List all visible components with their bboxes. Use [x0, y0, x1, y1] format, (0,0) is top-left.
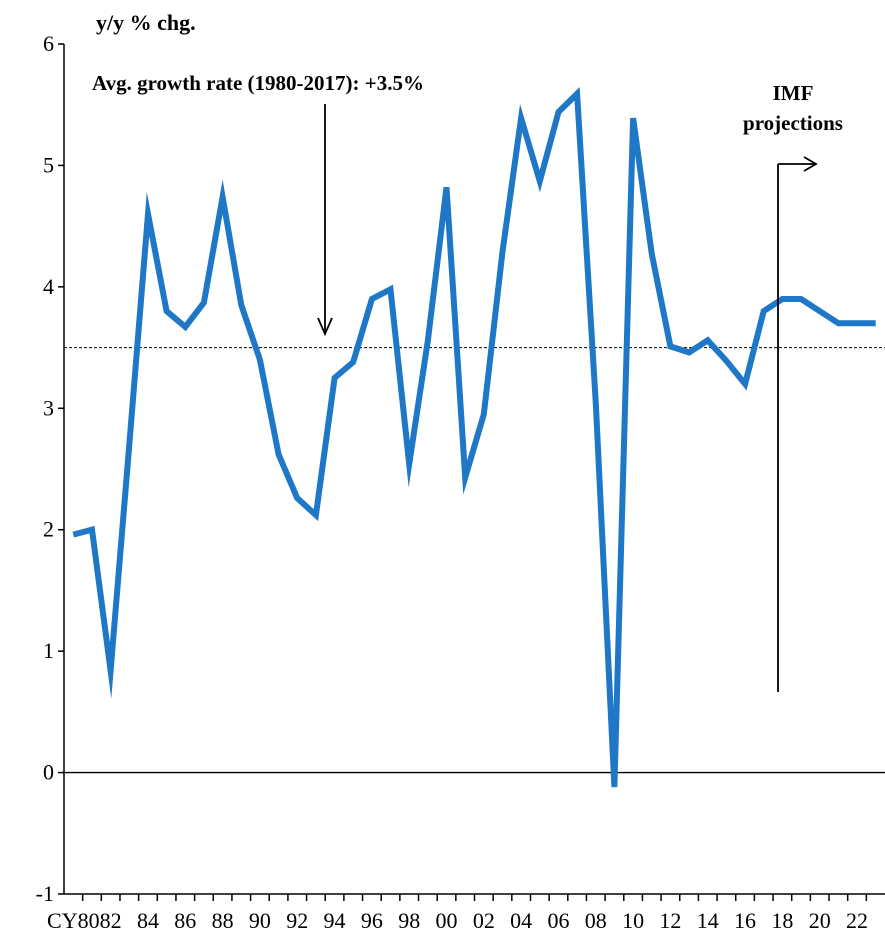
x-tick-label: 06 — [547, 908, 569, 933]
x-tick-label: 16 — [734, 908, 756, 933]
x-tick-label: 00 — [436, 908, 458, 933]
y-tick-label: -1 — [36, 881, 54, 906]
series-group — [72, 87, 876, 788]
x-tick-label: 94 — [324, 908, 346, 933]
x-tick-label: 02 — [473, 908, 495, 933]
x-tick-label: 12 — [659, 908, 681, 933]
imf-arrow-head — [803, 156, 818, 172]
imf-annotation-subtitle: projections — [743, 111, 843, 135]
y-axis-label: y/y % chg. — [96, 10, 196, 35]
x-tick-labels: CY80 82 84 86 88 90 92 94 96 98 00 02 04 06 08 10 12 14 16… — [47, 908, 868, 933]
growth-series-line — [72, 87, 876, 788]
x-tick-label: 22 — [846, 908, 868, 933]
x-tick-label: 10 — [622, 908, 644, 933]
y-tick-label: 6 — [43, 31, 54, 56]
x-tick-label: 92 — [286, 908, 308, 933]
imf-annotation-title: IMF — [773, 81, 814, 105]
x-tick-label: 82 — [100, 908, 122, 933]
x-tick-label: 88 — [212, 908, 234, 933]
x-tick-label: 96 — [361, 908, 383, 933]
x-tick-label: 84 — [137, 908, 159, 933]
x-tick-label: 18 — [771, 908, 793, 933]
y-tick-label: 4 — [43, 274, 54, 299]
x-tick-label: 14 — [697, 908, 719, 933]
reference-lines — [64, 347, 885, 774]
y-tick-label: 0 — [43, 760, 54, 785]
y-tick-label: 2 — [43, 517, 54, 542]
avg-annotation-label: Avg. growth rate (1980-2017): +3.5% — [92, 71, 424, 95]
axes — [58, 43, 885, 901]
y-tick-label: 3 — [43, 395, 54, 420]
x-tick-label: 98 — [398, 908, 420, 933]
x-tick-label: 86 — [174, 908, 196, 933]
x-tick-label: 08 — [585, 908, 607, 933]
x-tick-label: 04 — [510, 908, 532, 933]
y-tick-labels: -1 0 1 2 3 4 5 6 — [36, 31, 54, 906]
avg-arrow-head — [317, 317, 333, 337]
y-tick-label: 1 — [43, 638, 54, 663]
imf-annotation: IMF projections — [743, 81, 843, 692]
x-tick-label: CY80 — [47, 908, 100, 933]
avg-annotation: Avg. growth rate (1980-2017): +3.5% — [92, 71, 424, 337]
y-tick-label: 5 — [43, 152, 54, 177]
x-tick-label: 20 — [809, 908, 831, 933]
x-tick-label: 90 — [249, 908, 271, 933]
